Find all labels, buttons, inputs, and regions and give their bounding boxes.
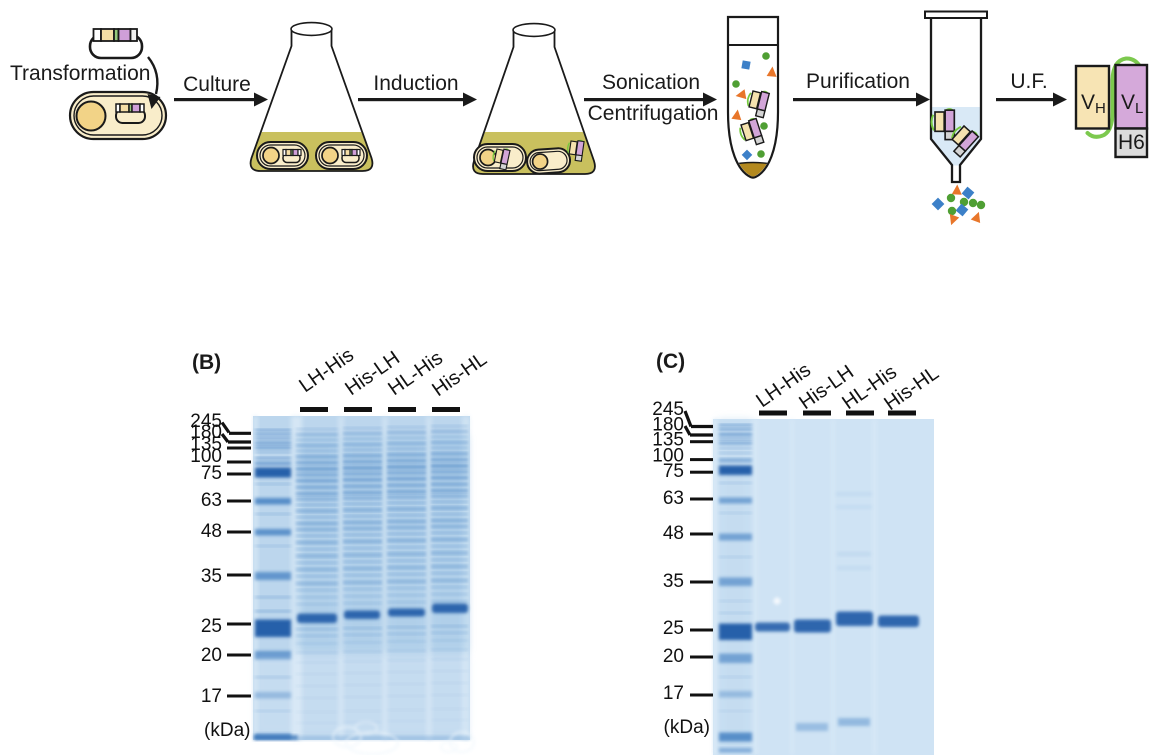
svg-text:17: 17 xyxy=(663,683,684,704)
svg-text:(B): (B) xyxy=(192,351,221,374)
svg-text:U.F.: U.F. xyxy=(1010,70,1047,93)
svg-text:20: 20 xyxy=(663,646,684,667)
svg-text:48: 48 xyxy=(663,523,684,544)
svg-text:245: 245 xyxy=(652,399,684,420)
svg-text:63: 63 xyxy=(663,488,684,509)
svg-text:(kDa): (kDa) xyxy=(664,717,710,738)
svg-text:135: 135 xyxy=(652,430,684,451)
svg-text:H6: H6 xyxy=(1118,131,1145,154)
svg-text:100: 100 xyxy=(190,446,222,467)
svg-text:Purification: Purification xyxy=(806,70,910,93)
svg-text:20: 20 xyxy=(201,645,222,666)
svg-text:180: 180 xyxy=(652,415,684,436)
svg-text:48: 48 xyxy=(201,521,222,542)
svg-text:25: 25 xyxy=(663,618,684,639)
svg-text:135: 135 xyxy=(190,434,222,455)
svg-text:245: 245 xyxy=(190,411,222,432)
svg-text:Sonication: Sonication xyxy=(602,71,700,94)
svg-text:35: 35 xyxy=(201,566,222,587)
svg-text:Induction: Induction xyxy=(373,72,458,95)
svg-text:180: 180 xyxy=(190,422,222,443)
svg-text:Centrifugation: Centrifugation xyxy=(588,102,719,125)
svg-text:75: 75 xyxy=(201,463,222,484)
svg-text:Culture: Culture xyxy=(183,73,251,96)
svg-text:17: 17 xyxy=(201,686,222,707)
svg-text:100: 100 xyxy=(652,446,684,467)
svg-text:Transformation: Transformation xyxy=(10,62,150,85)
svg-text:75: 75 xyxy=(663,461,684,482)
svg-text:35: 35 xyxy=(663,571,684,592)
svg-text:(C): (C) xyxy=(656,350,685,373)
svg-text:25: 25 xyxy=(201,616,222,637)
svg-text:63: 63 xyxy=(201,490,222,511)
svg-text:(kDa): (kDa) xyxy=(204,720,250,741)
